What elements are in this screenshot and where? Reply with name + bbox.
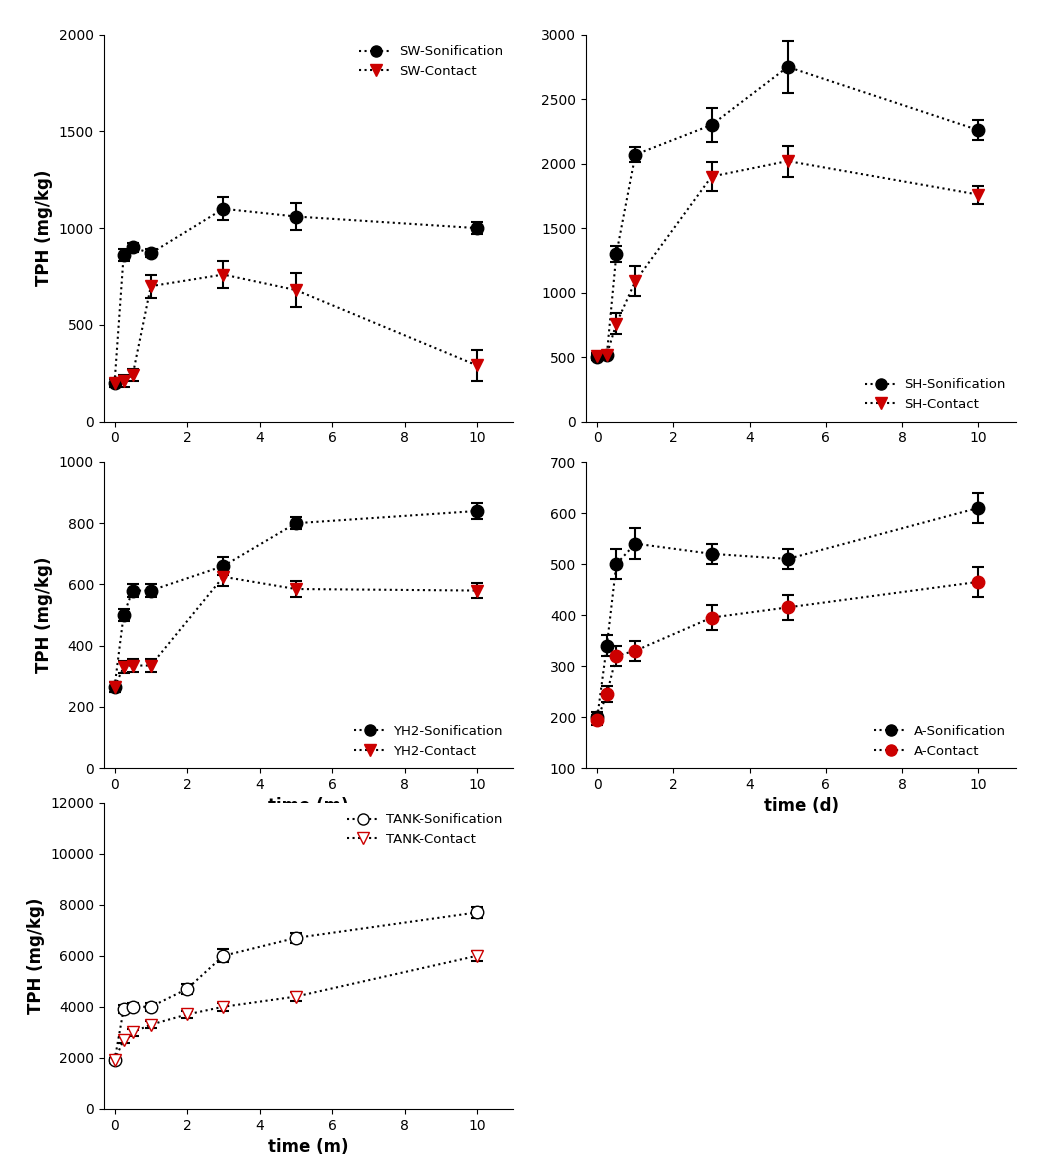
Legend: SW-Sonification, SW-Contact: SW-Sonification, SW-Contact	[355, 42, 507, 82]
Legend: SH-Sonification, SH-Contact: SH-Sonification, SH-Contact	[861, 374, 1010, 415]
X-axis label: time (d): time (d)	[763, 797, 839, 815]
Legend: A-Sonification, A-Contact: A-Sonification, A-Contact	[870, 721, 1010, 761]
X-axis label: time (m): time (m)	[269, 1138, 348, 1155]
Y-axis label: TPH (mg/kg): TPH (mg/kg)	[27, 897, 45, 1014]
X-axis label: time (m): time (m)	[269, 797, 348, 815]
Y-axis label: TPH (mg/kg): TPH (mg/kg)	[35, 170, 53, 286]
Legend: YH2-Sonification, YH2-Contact: YH2-Sonification, YH2-Contact	[349, 721, 507, 761]
Y-axis label: TPH (mg/kg): TPH (mg/kg)	[35, 557, 53, 673]
Legend: TANK-Sonification, TANK-Contact: TANK-Sonification, TANK-Contact	[343, 810, 507, 850]
